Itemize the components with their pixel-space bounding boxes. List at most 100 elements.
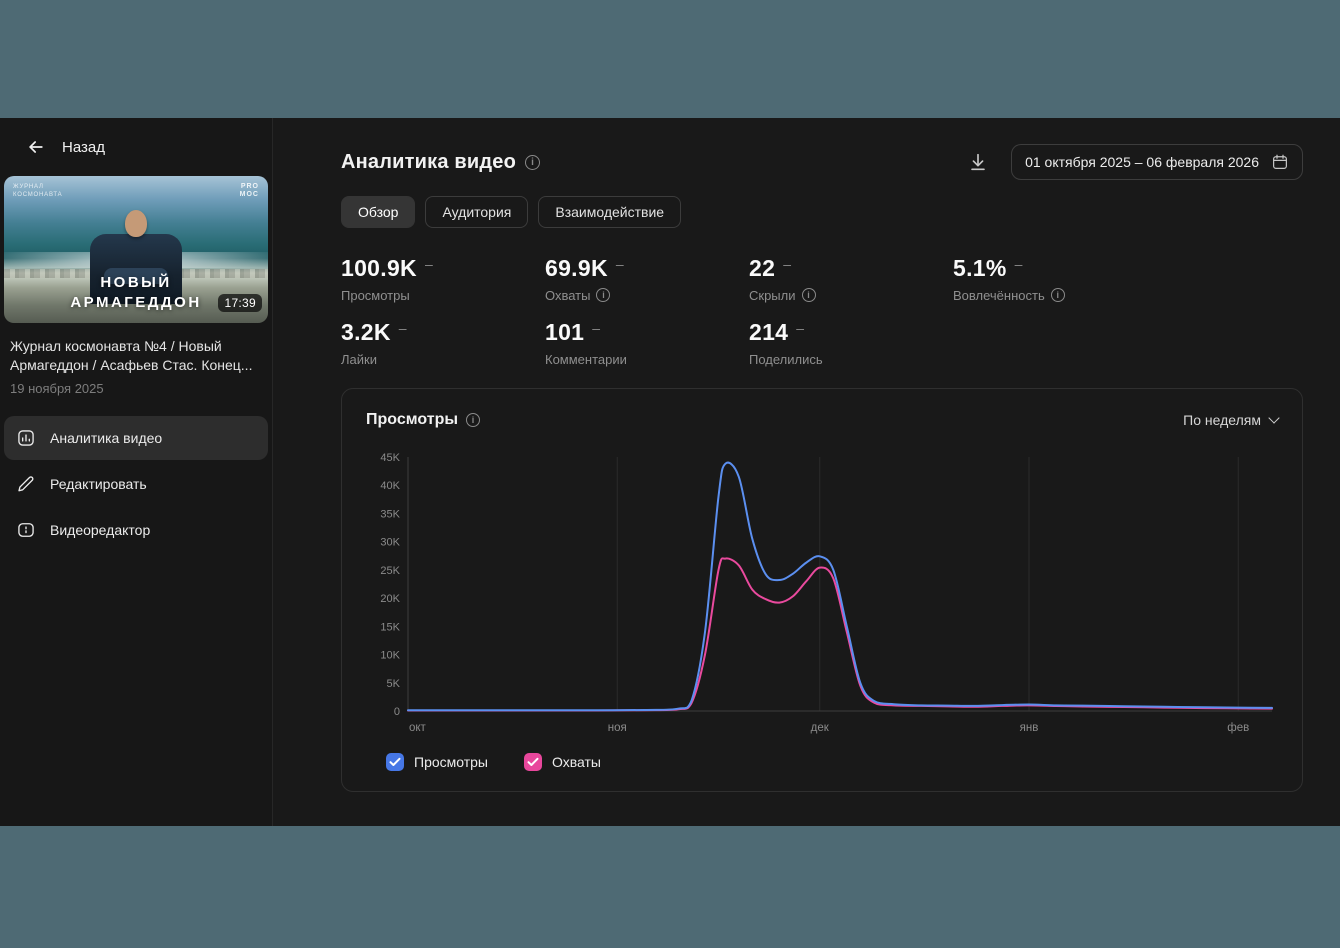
video-title: Журнал космонавта №4 / Новый Армагеддон …	[10, 338, 253, 373]
svg-text:30K: 30K	[380, 537, 400, 549]
sidebar: Назад ЖУРНАЛ КОСМОНАВТА PRO MOC НОВЫЙ АР…	[0, 118, 273, 826]
analytics-icon	[16, 428, 36, 448]
svg-text:дек: дек	[811, 722, 830, 734]
thumbnail-title-line1: НОВЫЙ	[100, 274, 172, 291]
thumbnail-title-line2: АРМАГЕДДОН	[70, 294, 202, 311]
svg-text:фев: фев	[1227, 722, 1249, 734]
thumbnail-person-head-art	[125, 210, 147, 237]
svg-text:ноя: ноя	[608, 722, 627, 734]
tab-engagement[interactable]: Взаимодействие	[538, 196, 682, 228]
sidebar-item-label: Видеоредактор	[50, 522, 151, 538]
video-editor-icon	[16, 520, 36, 540]
svg-text:45K: 45K	[380, 452, 400, 464]
stat-label: Охваты	[545, 287, 591, 303]
info-icon[interactable]	[525, 154, 541, 170]
stat-value: 5.1%	[953, 255, 1007, 281]
info-icon[interactable]	[801, 288, 816, 302]
sidebar-item-video-analytics[interactable]: Аналитика видео	[4, 416, 268, 460]
stat-value: 3.2K	[341, 319, 391, 345]
svg-text:15K: 15K	[380, 621, 400, 633]
analytics-tabs: Обзор Аудитория Взаимодействие	[341, 196, 1303, 228]
back-arrow-icon	[26, 137, 46, 157]
sidebar-item-video-editor[interactable]: Видеоредактор	[4, 508, 268, 552]
svg-text:35K: 35K	[380, 508, 400, 520]
thumbnail-watermark: ЖУРНАЛ КОСМОНАВТА	[13, 184, 63, 198]
duration-badge: 17:39	[218, 294, 262, 312]
download-report-button[interactable]	[963, 147, 993, 177]
stat-shares: 214– Поделились	[749, 318, 953, 368]
legend-label: Просмотры	[414, 754, 488, 770]
thumbnail-person-arms-art	[104, 268, 168, 284]
granularity-dropdown[interactable]: По неделям	[1183, 412, 1280, 428]
calendar-icon	[1273, 154, 1287, 169]
sidebar-item-edit[interactable]: Редактировать	[4, 462, 268, 506]
check-icon	[527, 757, 539, 766]
date-range-picker[interactable]: 01 октября 2025 – 06 февраля 2026	[1011, 144, 1303, 180]
stat-likes: 3.2K – Лайки	[341, 318, 545, 368]
info-icon[interactable]	[1050, 288, 1065, 302]
check-icon	[389, 757, 401, 766]
svg-text:25K: 25K	[380, 565, 400, 577]
main-content: Аналитика видео 01 октября 2025 – 06 фев…	[273, 118, 1340, 826]
svg-text:40K: 40K	[380, 480, 400, 492]
chevron-down-icon	[1268, 412, 1280, 424]
stat-value: 69.9K	[545, 255, 608, 281]
info-icon[interactable]	[466, 413, 481, 427]
legend-checkbox[interactable]	[524, 753, 542, 771]
svg-text:окт: окт	[409, 722, 427, 734]
svg-text:20K: 20K	[380, 593, 400, 605]
stats-grid: 100.9K– Просмотры 69.9K– Охваты 22– Скры…	[341, 254, 1303, 368]
stat-label: Комментарии	[545, 351, 627, 367]
tab-audience[interactable]: Аудитория	[425, 196, 529, 228]
legend-item-views[interactable]: Просмотры	[386, 753, 488, 771]
stat-value: 100.9K	[341, 255, 417, 281]
chart-legend: Просмотры Охваты	[366, 753, 1278, 771]
stat-engagement: 5.1% – Вовлечённость	[953, 254, 1157, 304]
video-publish-date: 19 ноября 2025	[10, 381, 104, 396]
stat-trend-dash: –	[615, 256, 624, 272]
pencil-icon	[16, 474, 36, 494]
stat-label: Просмотры	[341, 287, 410, 303]
video-thumbnail[interactable]: ЖУРНАЛ КОСМОНАВТА PRO MOC НОВЫЙ АРМАГЕДД…	[4, 176, 268, 323]
header-row: Аналитика видео 01 октября 2025 – 06 фев…	[341, 144, 1303, 180]
stat-views: 100.9K – Просмотры	[341, 254, 545, 304]
views-chart-card: Просмотры По неделям окт ноя дек янв фев 45K 4…	[341, 388, 1303, 792]
thumbnail-logo-line1: PRO	[240, 183, 259, 190]
granularity-value: По неделям	[1183, 412, 1261, 428]
stat-label: Скрыли	[749, 287, 796, 303]
tab-overview[interactable]: Обзор	[341, 196, 416, 228]
stat-label: Лайки	[341, 351, 377, 367]
stat-label: Вовлечённость	[953, 287, 1045, 303]
sidebar-item-label: Аналитика видео	[50, 430, 163, 446]
svg-text:янв: янв	[1020, 722, 1039, 734]
stat-reach: 69.9K – Охваты	[545, 254, 749, 304]
stat-value: 214	[749, 319, 789, 345]
stat-trend-dash: –	[592, 320, 601, 336]
sidebar-menu: Аналитика видео Редактировать Видеоредак…	[4, 416, 268, 552]
stat-trend-dash: –	[1014, 256, 1023, 272]
stat-value: 101	[545, 319, 585, 345]
legend-item-reach[interactable]: Охваты	[524, 753, 601, 771]
stat-trend-dash: –	[796, 320, 805, 336]
svg-text:5K: 5K	[387, 678, 401, 690]
legend-label: Охваты	[552, 754, 601, 770]
stat-comments: 101– Комментарии	[545, 318, 749, 368]
svg-text:0: 0	[394, 706, 400, 718]
download-icon	[971, 153, 985, 171]
back-button[interactable]: Назад	[4, 118, 268, 176]
stat-trend-dash: –	[783, 256, 791, 272]
thumbnail-logo-line2: MOC	[239, 191, 259, 198]
legend-checkbox[interactable]	[386, 753, 404, 771]
views-reach-line-chart[interactable]: окт ноя дек янв фев 45K 40K 35K 30K 25K 20K 15K 10K 5…	[366, 443, 1280, 743]
info-icon[interactable]	[596, 288, 611, 302]
back-label: Назад	[62, 138, 105, 156]
svg-text:10K: 10K	[380, 650, 400, 662]
page-title: Аналитика видео	[341, 150, 517, 173]
stat-trend-dash: –	[398, 320, 407, 336]
chart-title: Просмотры	[366, 411, 459, 428]
thumbnail-channel-logo: PRO MOC	[240, 183, 259, 199]
date-range-value: 01 октября 2025 – 06 февраля 2026	[1025, 154, 1259, 170]
sidebar-item-label: Редактировать	[50, 476, 147, 492]
stat-value: 22	[749, 255, 776, 281]
app-window: Назад ЖУРНАЛ КОСМОНАВТА PRO MOC НОВЫЙ АР…	[0, 118, 1340, 826]
